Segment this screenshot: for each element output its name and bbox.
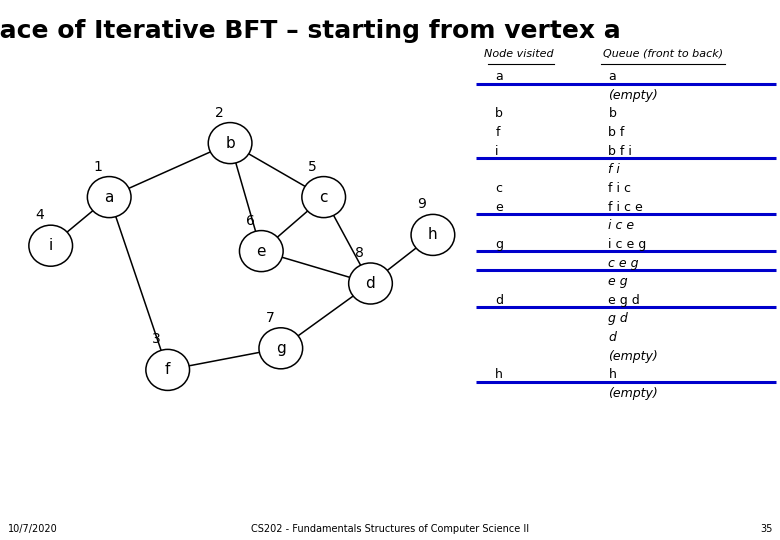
Text: b: b: [225, 136, 235, 151]
Text: e: e: [495, 201, 503, 214]
Text: Queue (front to back): Queue (front to back): [603, 49, 723, 59]
Ellipse shape: [411, 214, 455, 255]
Text: (empty): (empty): [608, 350, 658, 363]
Text: g: g: [495, 238, 503, 251]
Ellipse shape: [29, 225, 73, 266]
Text: f i c e: f i c e: [608, 201, 643, 214]
Text: Trace of Iterative BFT – starting from vertex a: Trace of Iterative BFT – starting from v…: [0, 19, 620, 43]
Ellipse shape: [239, 231, 283, 272]
Text: c e g: c e g: [608, 256, 639, 269]
Text: f i c: f i c: [608, 182, 631, 195]
Text: 7: 7: [265, 310, 275, 325]
Text: (empty): (empty): [608, 89, 658, 102]
Text: 10/7/2020: 10/7/2020: [8, 523, 58, 534]
Text: h: h: [495, 368, 503, 381]
Text: b f i: b f i: [608, 145, 633, 158]
Text: 6: 6: [246, 213, 255, 227]
Text: b f: b f: [608, 126, 625, 139]
Text: b: b: [608, 107, 616, 120]
Ellipse shape: [87, 177, 131, 218]
Text: e g d: e g d: [608, 294, 640, 307]
Text: c: c: [320, 190, 328, 205]
Text: 2: 2: [215, 105, 224, 119]
Text: g d: g d: [608, 312, 628, 326]
Text: i c e: i c e: [608, 219, 634, 232]
Ellipse shape: [146, 349, 190, 390]
Ellipse shape: [302, 177, 346, 218]
Text: (empty): (empty): [608, 387, 658, 400]
Text: i c e g: i c e g: [608, 238, 647, 251]
Text: e g: e g: [608, 275, 628, 288]
Text: d: d: [495, 294, 503, 307]
Text: h: h: [608, 368, 616, 381]
Text: a: a: [608, 70, 616, 83]
Text: e: e: [257, 244, 266, 259]
Text: f: f: [495, 126, 500, 139]
Text: 1: 1: [94, 159, 103, 173]
Text: 3: 3: [152, 332, 161, 346]
Text: d: d: [366, 276, 375, 291]
Text: 8: 8: [355, 246, 364, 260]
Text: h: h: [428, 227, 438, 242]
Text: 4: 4: [35, 208, 44, 222]
Text: 9: 9: [417, 197, 427, 211]
Text: 35: 35: [760, 523, 772, 534]
Text: b: b: [495, 107, 503, 120]
Text: c: c: [495, 182, 502, 195]
Text: f i: f i: [608, 163, 620, 177]
Ellipse shape: [349, 263, 392, 304]
Text: Node visited: Node visited: [484, 49, 554, 59]
Text: a: a: [495, 70, 503, 83]
Text: d: d: [608, 331, 616, 344]
Text: CS202 - Fundamentals Structures of Computer Science II: CS202 - Fundamentals Structures of Compu…: [251, 523, 529, 534]
Text: f: f: [165, 362, 170, 377]
Ellipse shape: [259, 328, 303, 369]
Text: i: i: [495, 145, 498, 158]
Ellipse shape: [208, 123, 252, 164]
Text: g: g: [276, 341, 285, 356]
Text: 5: 5: [308, 159, 317, 173]
Text: a: a: [105, 190, 114, 205]
Text: i: i: [48, 238, 53, 253]
